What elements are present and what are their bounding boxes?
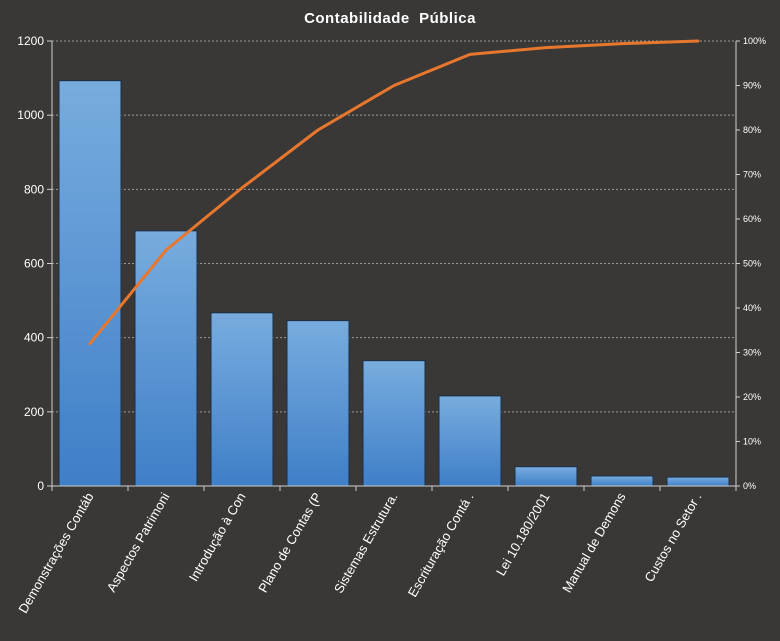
y2-tick-label: 50% <box>743 259 761 269</box>
y-tick-label: 1200 <box>17 34 44 48</box>
y-axis-ticks: 0 200 400 600 800 1000 1200 <box>17 34 44 493</box>
bar <box>590 475 654 487</box>
y2-tick-label: 100% <box>743 36 766 46</box>
x-tick-label: Introdução à Con <box>186 490 249 584</box>
x-tick-label: Manual de Demons <box>559 490 629 596</box>
bar <box>362 360 426 487</box>
y-tick-label: 1000 <box>17 108 44 122</box>
secondary-y-axis-ticks: 0% 10% 20% 30% 40% 50% 60% 70% 80% 90% 100% <box>743 36 766 491</box>
bar <box>286 320 350 487</box>
x-tick-label: Custos no Setor . <box>641 490 704 584</box>
y2-tick-label: 20% <box>743 392 761 402</box>
y2-tick-label: 80% <box>743 125 761 135</box>
y-tick-label: 200 <box>24 405 44 419</box>
cumulative-line <box>88 39 700 346</box>
x-tick-label: Sistemas Estrutura. <box>331 490 401 596</box>
y2-tick-label: 0% <box>743 481 756 491</box>
bars <box>58 80 730 487</box>
x-tick-label: Escrituração Contá . <box>405 490 477 600</box>
cumulative-percent-series <box>88 39 700 346</box>
y-tick-label: 600 <box>24 257 44 271</box>
y2-tick-label: 10% <box>743 437 761 447</box>
y2-tick-label: 70% <box>743 170 761 180</box>
axes <box>47 40 740 491</box>
y2-tick-label: 90% <box>743 81 761 91</box>
x-tick-label: Aspectos Patrimoni <box>104 490 173 595</box>
bar <box>210 312 274 487</box>
bar <box>514 466 578 487</box>
y-tick-label: 400 <box>24 331 44 345</box>
x-tick-label: Lei 10.180/2001 <box>493 490 553 578</box>
y-tick-label: 0 <box>37 479 44 493</box>
x-tick-label: Plano de Contas (P <box>255 490 324 595</box>
y2-tick-label: 30% <box>743 348 761 358</box>
bar <box>666 476 730 487</box>
chart-title: Contabilidade Pública <box>304 10 476 27</box>
bar <box>438 395 502 487</box>
x-tick-label: Demonstrações Contáb <box>15 490 96 616</box>
x-axis-ticks: Demonstrações Contáb Aspectos Patrimoni In… <box>15 490 704 616</box>
y-tick-label: 800 <box>24 182 44 196</box>
bar <box>58 80 122 487</box>
bar <box>134 230 198 487</box>
y2-tick-label: 40% <box>743 303 761 313</box>
y2-tick-label: 60% <box>743 214 761 224</box>
